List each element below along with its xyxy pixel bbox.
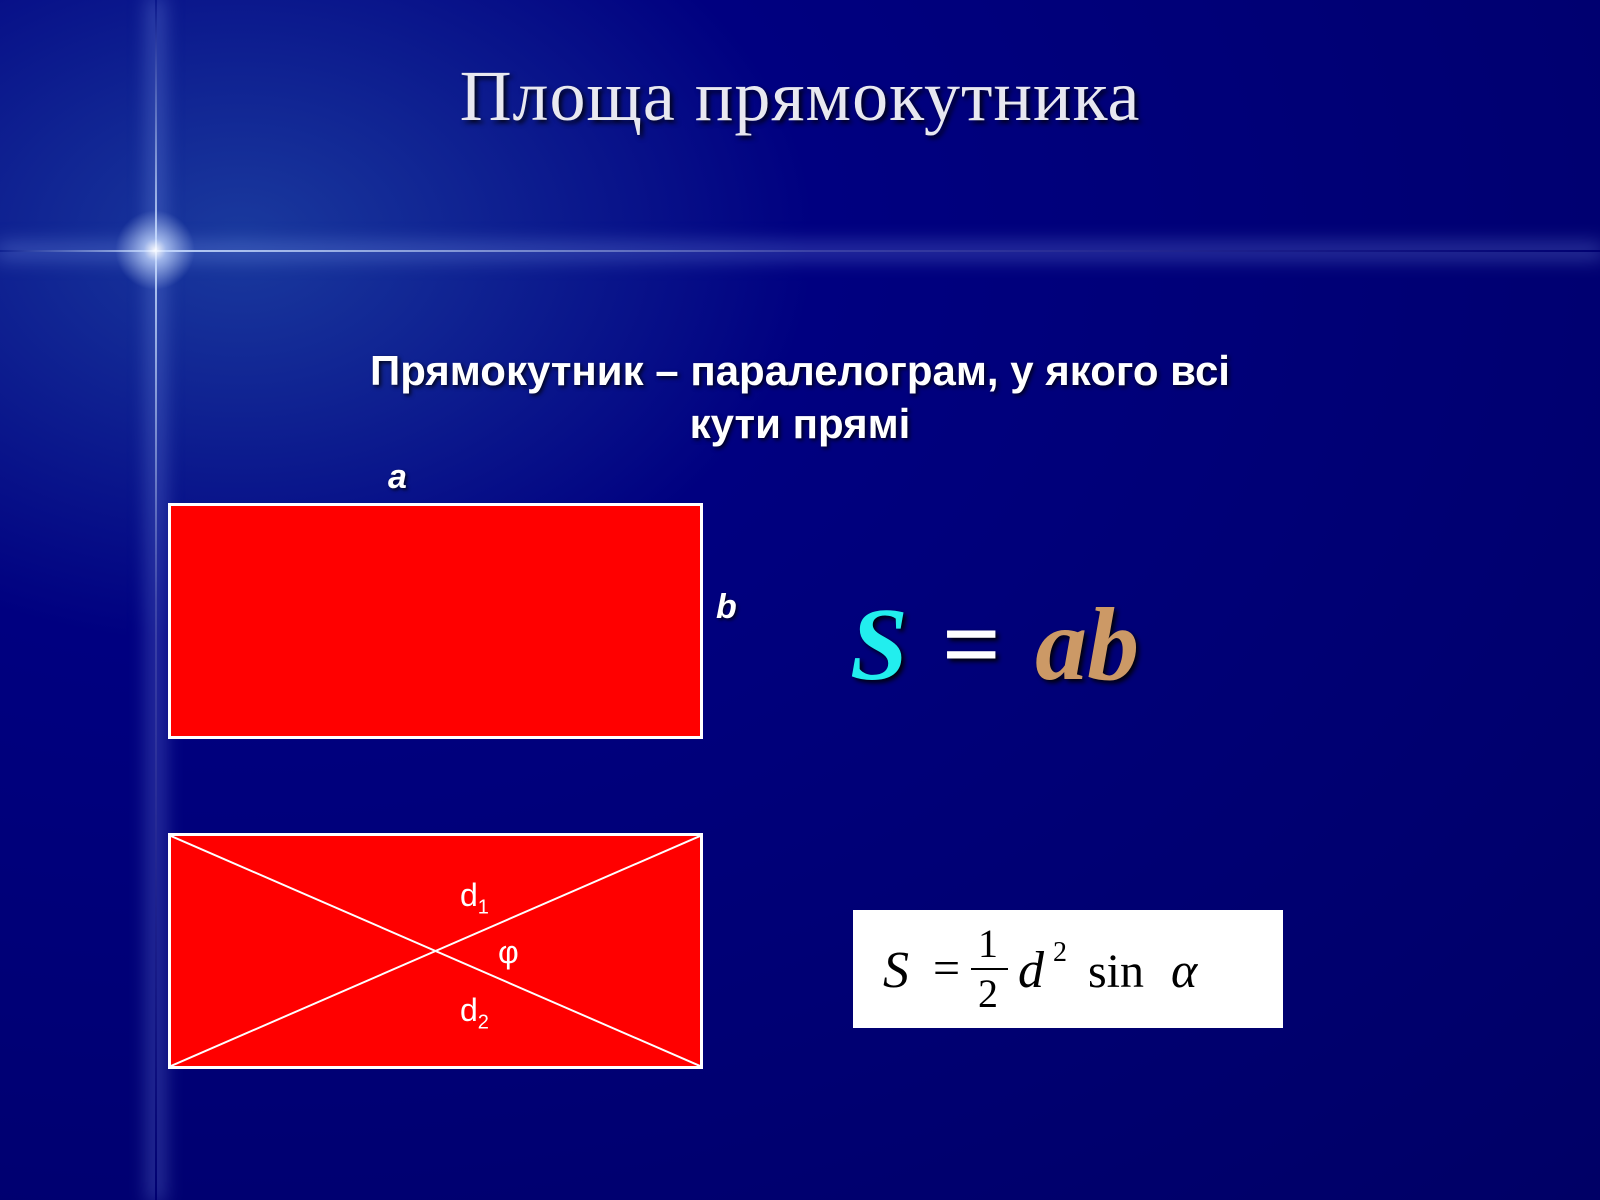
label-a: a — [388, 458, 407, 497]
formula-area-ab: S = ab — [850, 585, 1139, 704]
flare-vertical — [155, 0, 157, 1200]
definition-line1: Прямокутник – паралелограм, у якого всі — [370, 347, 1230, 394]
rect1-fill — [171, 506, 700, 736]
label-d1: d1 — [460, 877, 489, 919]
definition-text: Прямокутник – паралелограм, у якого всі … — [0, 345, 1600, 450]
flare-horizontal — [0, 250, 1600, 252]
label-d2: d2 — [460, 992, 489, 1034]
flare-center — [115, 210, 195, 290]
f2-d: d — [1018, 942, 1045, 999]
formula1-ab: ab — [1035, 587, 1139, 702]
formula-area-diagonal: S = 1 2 d 2 sin α — [873, 919, 1263, 1019]
f2-alpha: α — [1171, 942, 1199, 998]
label-phi: φ — [498, 934, 519, 971]
rectangle-diagonals — [168, 833, 703, 1069]
formula1-S: S — [850, 587, 908, 702]
formula-area-diagonal-box: S = 1 2 d 2 sin α — [853, 910, 1283, 1028]
f2-sin: sin — [1088, 945, 1144, 998]
slide-title: Площа прямокутника — [0, 55, 1600, 138]
f2-den: 2 — [978, 971, 998, 1016]
label-b: b — [716, 588, 737, 627]
f2-eq: = — [933, 942, 960, 995]
f2-S: S — [883, 942, 909, 999]
f2-exp: 2 — [1053, 937, 1067, 968]
definition-line2: кути прямі — [690, 400, 911, 447]
f2-num: 1 — [978, 921, 998, 966]
formula1-eq: = — [916, 587, 1027, 702]
rectangle-simple — [168, 503, 703, 739]
